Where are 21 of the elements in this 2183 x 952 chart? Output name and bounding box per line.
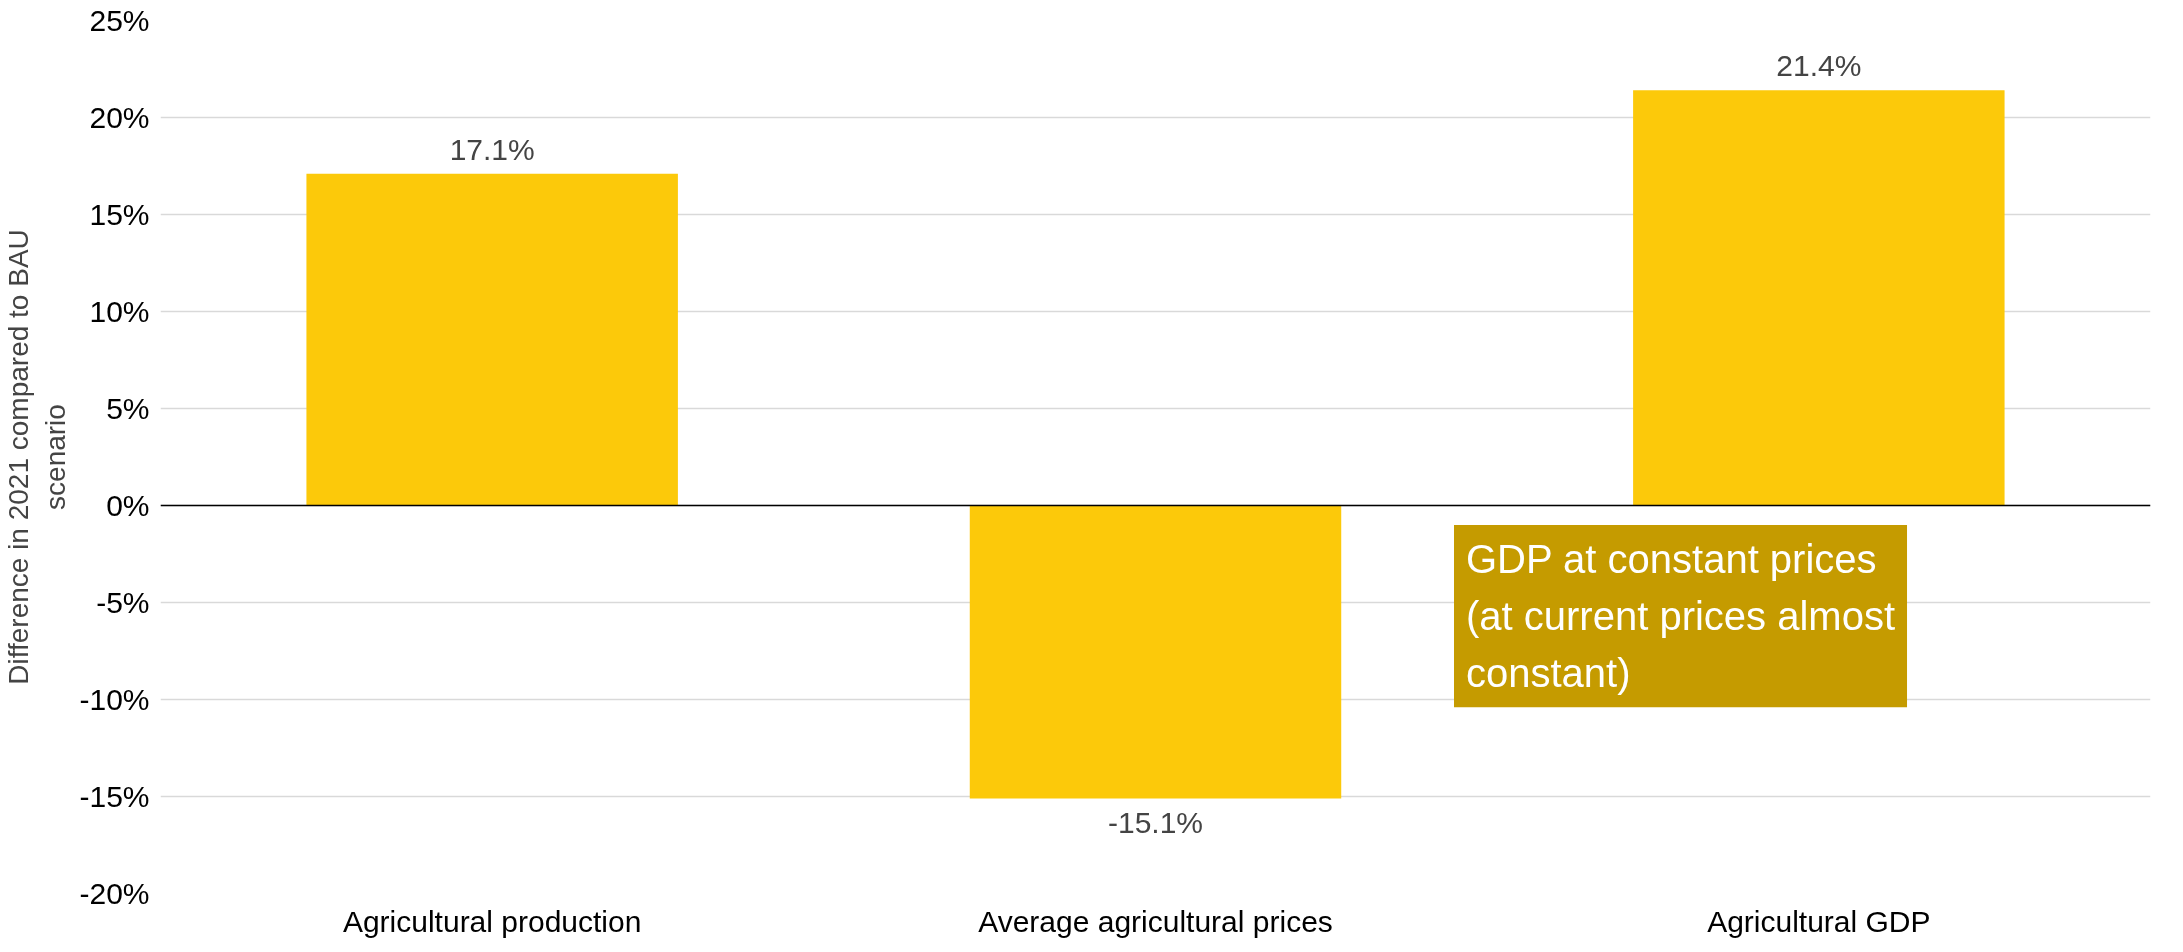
y-tick-label: -15% xyxy=(79,780,150,813)
data-label: 21.4% xyxy=(1776,49,1862,83)
bar xyxy=(306,173,678,506)
y-tick-label: 15% xyxy=(89,198,150,231)
y-axis-title: Difference in 2021 compared to BAU scenario xyxy=(3,229,72,685)
y-tick-label: -10% xyxy=(79,683,150,716)
y-tick-label: 25% xyxy=(89,4,150,37)
data-label: -15.1% xyxy=(1107,806,1204,840)
y-tick-label: 0% xyxy=(106,489,150,522)
y-tick-label: 20% xyxy=(89,101,150,134)
y-tick-label: -5% xyxy=(96,586,150,619)
data-label: 17.1% xyxy=(449,132,535,166)
bar xyxy=(969,505,1342,799)
y-tick-label: 10% xyxy=(89,295,150,328)
x-tick-label: Average agricultural prices xyxy=(978,904,1333,938)
x-tick-label: Agricultural production xyxy=(342,904,642,938)
annotation: GDP at constant prices (at current prices almost constant) xyxy=(1466,536,1896,696)
x-tick-label: Agricultural GDP xyxy=(1707,904,1931,938)
bar xyxy=(1633,90,2005,506)
y-tick-label: -20% xyxy=(79,877,150,910)
y-tick-label: 5% xyxy=(106,392,150,425)
